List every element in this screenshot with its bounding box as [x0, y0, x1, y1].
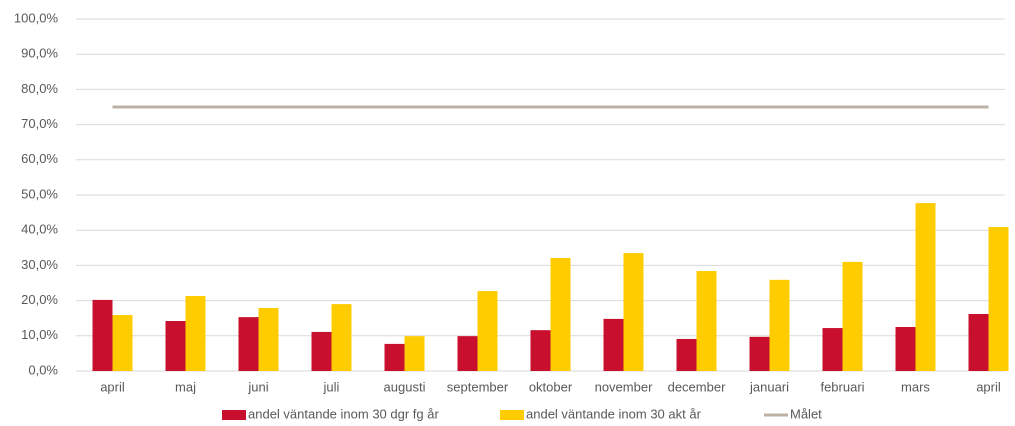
y-tick-label: 10,0% — [21, 327, 58, 342]
bar — [311, 331, 332, 371]
bar — [696, 271, 717, 371]
y-tick-label: 80,0% — [21, 81, 58, 96]
y-tick-label: 40,0% — [21, 222, 58, 237]
y-tick-label: 70,0% — [21, 116, 58, 131]
x-tick-label: april — [100, 379, 125, 394]
x-tick-label: juli — [323, 379, 340, 394]
bar — [968, 313, 989, 371]
bar — [92, 299, 113, 371]
bar — [530, 330, 551, 371]
bar — [185, 296, 206, 371]
bar — [238, 317, 259, 371]
x-tick-label: april — [976, 379, 1001, 394]
y-tick-label: 30,0% — [21, 257, 58, 272]
bar — [988, 227, 1009, 371]
y-tick-label: 50,0% — [21, 186, 58, 201]
y-tick-label: 100,0% — [14, 10, 59, 25]
legend-label: Målet — [790, 406, 822, 421]
y-tick-label: 60,0% — [21, 151, 58, 166]
x-tick-label: januari — [749, 379, 789, 394]
bar — [822, 328, 843, 371]
bar — [404, 336, 425, 371]
bar — [457, 336, 478, 371]
bar — [384, 343, 405, 371]
x-tick-label: juni — [247, 379, 268, 394]
bar — [550, 258, 571, 371]
bar — [258, 307, 279, 371]
legend-swatch — [500, 410, 524, 420]
x-tick-label: december — [668, 379, 726, 394]
x-tick-label: maj — [175, 379, 196, 394]
bar — [331, 304, 352, 371]
bar — [842, 261, 863, 371]
x-tick-label: september — [447, 379, 509, 394]
y-tick-label: 90,0% — [21, 46, 58, 61]
bar — [915, 203, 936, 371]
bar — [749, 336, 770, 371]
bar — [623, 253, 644, 371]
x-tick-label: februari — [820, 379, 864, 394]
x-tick-label: augusti — [384, 379, 426, 394]
x-tick-label: november — [595, 379, 653, 394]
bar — [676, 338, 697, 371]
bar — [165, 321, 186, 371]
x-tick-label: oktober — [529, 379, 573, 394]
bar — [769, 279, 790, 371]
bar — [477, 291, 498, 371]
y-tick-label: 20,0% — [21, 292, 58, 307]
legend-label: andel väntande inom 30 dgr fg år — [248, 406, 439, 421]
bar — [895, 327, 916, 371]
legend-label: andel väntande inom 30 akt år — [526, 406, 702, 421]
legend-swatch — [222, 410, 246, 420]
y-tick-label: 0,0% — [28, 362, 58, 377]
x-tick-label: mars — [901, 379, 930, 394]
bar — [603, 318, 624, 371]
bar — [112, 315, 133, 371]
